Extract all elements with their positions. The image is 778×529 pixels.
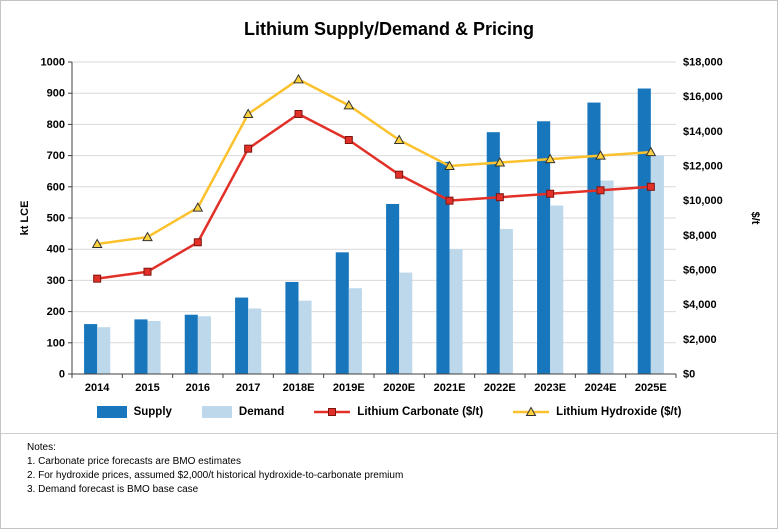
notes-label: Notes:: [27, 442, 56, 453]
svg-text:500: 500: [47, 213, 65, 225]
carbonate-line-icon: [314, 406, 351, 418]
axis-labels: 0 100 200 300 400 500 600 700 800 900 1000 $0 $2,000…: [19, 57, 761, 395]
svg-text:2022E: 2022E: [484, 382, 516, 394]
svg-text:$6,000: $6,000: [683, 265, 717, 277]
svg-text:0: 0: [59, 369, 65, 381]
svg-text:100: 100: [47, 337, 65, 349]
svg-text:200: 200: [47, 306, 65, 318]
svg-text:2015: 2015: [135, 382, 159, 394]
svg-text:$18,000: $18,000: [683, 57, 723, 69]
legend-item-carbonate: Lithium Carbonate ($/t): [314, 406, 483, 418]
svg-text:2017: 2017: [236, 382, 260, 394]
svg-text:2019E: 2019E: [333, 382, 365, 394]
legend-item-hydroxide: Lithium Hydroxide ($/t): [513, 406, 681, 418]
svg-text:2016: 2016: [186, 382, 210, 394]
svg-text:300: 300: [47, 275, 65, 287]
note-item-2: 2. For hydroxide prices, assumed $2,000/…: [27, 470, 404, 481]
bars-demand: [97, 155, 664, 374]
svg-text:$2,000: $2,000: [683, 334, 717, 346]
svg-text:$16,000: $16,000: [683, 91, 723, 103]
bars-supply: [84, 88, 651, 374]
legend-item-supply: Supply: [96, 406, 172, 418]
demand-swatch-icon: [201, 406, 232, 418]
line-lithium-hydroxide-t: [91, 73, 657, 248]
legend-label-demand: Demand: [238, 406, 285, 418]
svg-text:800: 800: [47, 119, 65, 131]
legend-label-supply: Supply: [133, 406, 172, 418]
notes-divider: [1, 433, 777, 434]
svg-text:2020E: 2020E: [383, 382, 415, 394]
svg-text:2025E: 2025E: [635, 382, 667, 394]
svg-text:$/t: $/t: [749, 212, 761, 225]
svg-text:2023E: 2023E: [534, 382, 566, 394]
notes: Notes: 1. Carbonate price forecasts are …: [1, 439, 777, 497]
svg-text:2024E: 2024E: [585, 382, 617, 394]
svg-text:700: 700: [47, 150, 65, 162]
svg-text:$14,000: $14,000: [683, 126, 723, 138]
svg-text:$12,000: $12,000: [683, 161, 723, 173]
svg-text:900: 900: [47, 88, 65, 100]
svg-text:2021E: 2021E: [434, 382, 466, 394]
svg-text:$8,000: $8,000: [683, 230, 717, 242]
svg-text:kt LCE: kt LCE: [19, 201, 31, 236]
svg-text:$10,000: $10,000: [683, 195, 723, 207]
chart-title: Lithium Supply/Demand & Pricing: [243, 19, 535, 39]
svg-text:1000: 1000: [41, 57, 65, 69]
supply-swatch-icon: [96, 406, 127, 418]
gridlines: [72, 61, 676, 344]
svg-text:2018E: 2018E: [283, 382, 315, 394]
legend-item-demand: Demand: [201, 406, 285, 418]
note-item-1: 1. Carbonate price forecasts are BMO est…: [27, 456, 241, 467]
svg-text:$0: $0: [683, 369, 695, 381]
legend-label-carbonate: Lithium Carbonate ($/t): [357, 406, 484, 418]
axes: [68, 61, 677, 378]
legend: Supply Demand Lithium Carbonate ($/t) Li…: [1, 406, 777, 418]
line-lithium-carbonate-t: [93, 110, 655, 283]
legend-label-hydroxide: Lithium Hydroxide ($/t): [556, 406, 682, 418]
svg-text:2014: 2014: [85, 382, 110, 394]
chart-canvas: 0 100 200 300 400 500 600 700 800 900 1000 $0 $2,000…: [19, 57, 761, 395]
note-item-3: 3. Demand forecast is BMO base case: [27, 484, 199, 495]
svg-text:600: 600: [47, 181, 65, 193]
hydroxide-line-icon: [513, 406, 550, 418]
svg-text:400: 400: [47, 244, 65, 256]
svg-text:$4,000: $4,000: [683, 299, 717, 311]
